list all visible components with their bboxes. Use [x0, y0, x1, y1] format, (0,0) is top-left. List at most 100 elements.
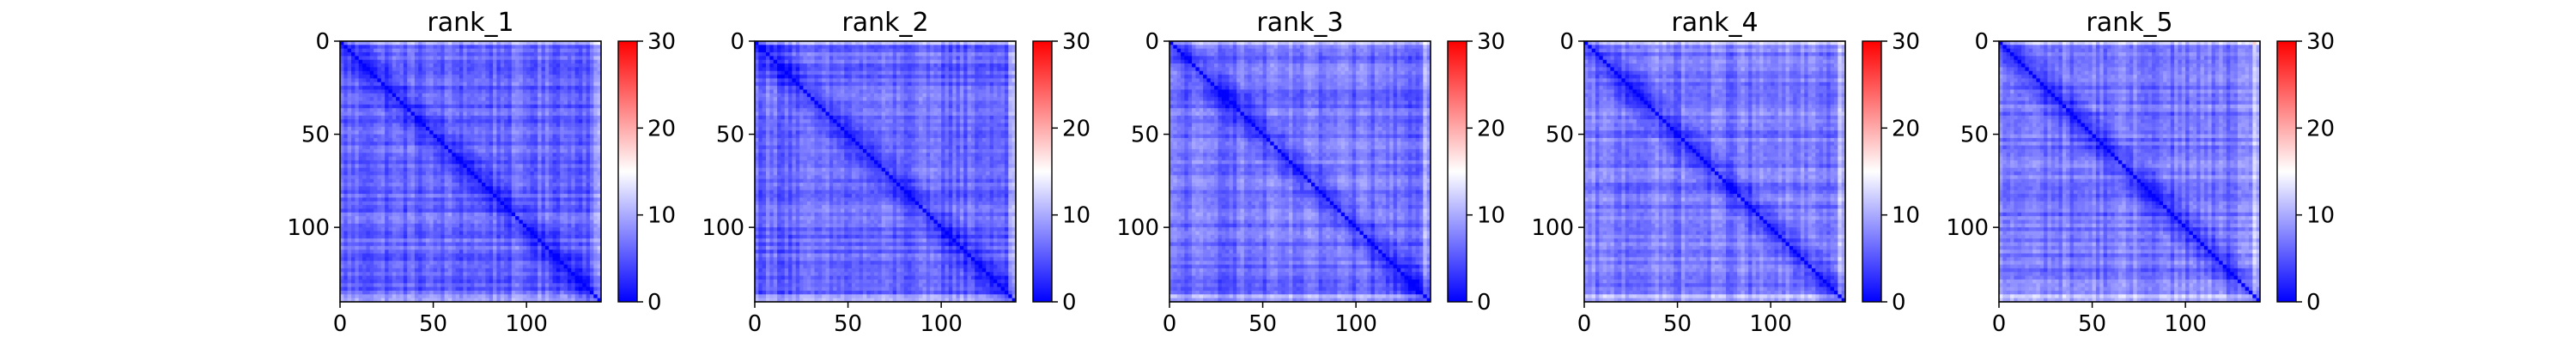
heatmap-cell	[496, 245, 501, 250]
heatmap-cell	[485, 134, 490, 139]
heatmap-cell	[522, 283, 527, 288]
heatmap-cell	[560, 208, 564, 214]
heatmap-cell	[496, 197, 501, 202]
heatmap-cell	[519, 212, 524, 217]
heatmap-cell	[519, 194, 524, 198]
heatmap-cell	[355, 212, 360, 217]
heatmap-cell	[369, 242, 374, 247]
heatmap-cell	[388, 45, 393, 50]
heatmap-cell	[574, 264, 580, 269]
heatmap-cell	[414, 115, 419, 120]
heatmap-cell	[586, 194, 591, 198]
heatmap-cell	[482, 134, 486, 139]
heatmap-cell	[485, 279, 490, 284]
heatmap-cell	[399, 123, 404, 128]
heatmap-cell	[533, 175, 538, 180]
heatmap-cell	[485, 220, 490, 225]
heatmap-cell	[452, 59, 457, 64]
heatmap-cell	[447, 272, 453, 276]
heatmap-cell	[410, 134, 416, 139]
heatmap-cell	[380, 268, 386, 273]
heatmap-cell	[388, 223, 393, 228]
heatmap-cell	[533, 256, 538, 262]
heatmap-cell	[597, 231, 602, 236]
heatmap-cell	[526, 63, 531, 68]
heatmap-cell	[515, 298, 519, 303]
heatmap-cell	[425, 48, 430, 53]
heatmap-cell	[414, 268, 419, 273]
heatmap-cell	[340, 216, 344, 220]
heatmap-cell	[407, 100, 411, 105]
heatmap-cell	[477, 75, 483, 79]
heatmap-cell	[425, 141, 430, 146]
heatmap-cell	[466, 208, 471, 214]
heatmap-cell	[362, 130, 367, 135]
heatmap-cell	[414, 111, 419, 117]
heatmap-cell	[459, 45, 464, 50]
heatmap-cell	[563, 59, 568, 64]
heatmap-cell	[485, 137, 490, 142]
heatmap-cell	[533, 115, 538, 120]
heatmap-cell	[447, 126, 453, 131]
heatmap-cell	[459, 290, 464, 295]
heatmap-cell	[485, 250, 490, 254]
heatmap-cell	[425, 261, 430, 265]
heatmap-cell	[414, 279, 419, 284]
heatmap-cell	[444, 159, 449, 165]
heatmap-cell	[362, 78, 367, 83]
heatmap-cell	[380, 253, 386, 258]
heatmap-cell	[351, 256, 355, 262]
heatmap-cell	[493, 48, 497, 53]
heatmap-cell	[474, 268, 479, 273]
heatmap-cell	[380, 201, 386, 206]
heatmap-cell	[552, 283, 557, 288]
heatmap-cell	[418, 67, 422, 72]
heatmap-cell	[504, 156, 508, 161]
heatmap-cell	[474, 290, 479, 295]
heatmap-cell	[571, 63, 575, 68]
heatmap-cell	[355, 283, 360, 288]
heatmap-cell	[493, 208, 497, 214]
heatmap-cell	[403, 201, 408, 206]
heatmap-cell	[347, 41, 352, 45]
heatmap-cell	[526, 89, 531, 94]
heatmap-cell	[549, 104, 553, 109]
heatmap-cell	[496, 175, 501, 180]
heatmap-cell	[347, 256, 352, 262]
heatmap-cell	[589, 59, 594, 64]
heatmap-cell	[414, 134, 419, 139]
heatmap-cell	[515, 119, 519, 123]
heatmap-cell	[444, 67, 449, 72]
heatmap-cell	[343, 153, 349, 158]
heatmap-cell	[474, 175, 479, 180]
heatmap-cell	[425, 67, 430, 72]
heatmap-cell	[444, 41, 449, 45]
heatmap-cell	[758, 41, 763, 45]
heatmap-cell	[522, 279, 527, 284]
heatmap-cell	[504, 115, 508, 120]
heatmap-cell	[493, 220, 497, 225]
heatmap-cell	[597, 194, 602, 198]
heatmap-cell	[429, 286, 434, 292]
heatmap-cell	[504, 283, 508, 288]
heatmap-cell	[530, 201, 535, 206]
heatmap-cell	[567, 227, 572, 232]
heatmap-cell	[396, 111, 400, 117]
heatmap-cell	[485, 89, 490, 94]
heatmap-cell	[455, 212, 460, 217]
heatmap-cell	[896, 41, 901, 45]
heatmap-cell	[578, 134, 583, 139]
heatmap-cell	[544, 56, 550, 61]
heatmap-cell	[482, 234, 486, 239]
heatmap-cell	[455, 89, 460, 94]
heatmap-cell	[755, 41, 759, 45]
heatmap-cell	[459, 115, 464, 120]
heatmap-cell	[396, 298, 400, 303]
heatmap-cell	[493, 234, 497, 239]
heatmap-cell	[407, 197, 411, 202]
heatmap-cell	[507, 220, 513, 225]
heatmap-cell	[533, 100, 538, 105]
heatmap-cell	[369, 261, 374, 265]
heatmap-cell	[597, 137, 602, 142]
heatmap-cell	[530, 183, 535, 187]
